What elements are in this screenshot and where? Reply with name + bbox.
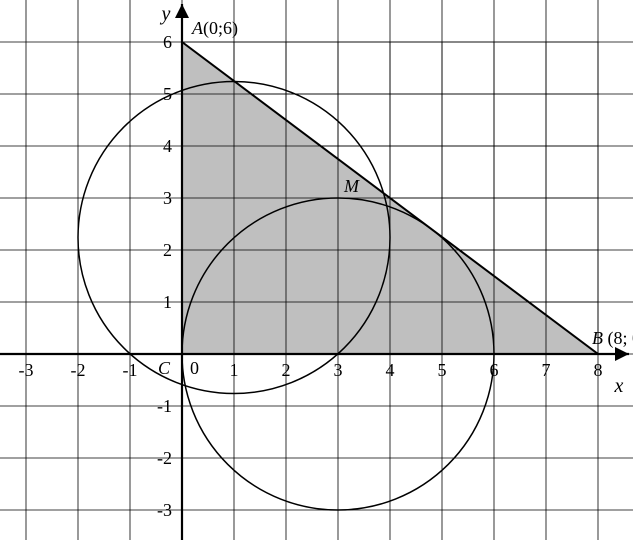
point-c-label: C xyxy=(158,358,171,378)
point-b-label: B (8; 0) xyxy=(592,328,633,349)
x-tick-7: 7 xyxy=(542,360,551,380)
y-tick--1: -1 xyxy=(157,396,172,416)
point-a-label: A(0;6) xyxy=(191,18,238,39)
x-tick-5: 5 xyxy=(438,360,447,380)
y-tick-2: 2 xyxy=(163,240,172,260)
x-tick-0: 0 xyxy=(190,358,199,378)
x-tick-4: 4 xyxy=(386,360,395,380)
y-tick-6: 6 xyxy=(163,32,172,52)
y-tick-5: 5 xyxy=(163,84,172,104)
y-tick-4: 4 xyxy=(163,136,172,156)
y-tick--3: -3 xyxy=(157,500,172,520)
x-tick--2: -2 xyxy=(71,360,86,380)
x-tick-8: 8 xyxy=(594,360,603,380)
y-tick-1: 1 xyxy=(163,292,172,312)
chart-svg: -3 -2 -1 0 1 2 3 4 5 6 7 8 -3 -2 -1 1 2 3 4 5 6 x y A(0;6) B (8;… xyxy=(0,0,633,540)
y-tick-3: 3 xyxy=(163,188,172,208)
x-axis-label: x xyxy=(614,375,624,397)
y-tick--2: -2 xyxy=(157,448,172,468)
coordinate-chart: -3 -2 -1 0 1 2 3 4 5 6 7 8 -3 -2 -1 1 2 3 4 5 6 x y A(0;6) B (8;… xyxy=(0,0,633,540)
y-axis-label: y xyxy=(160,3,171,25)
x-tick--3: -3 xyxy=(19,360,34,380)
x-tick-6: 6 xyxy=(490,360,499,380)
x-tick-3: 3 xyxy=(334,360,343,380)
x-tick--1: -1 xyxy=(123,360,138,380)
point-m-label: M xyxy=(343,176,360,196)
x-tick-1: 1 xyxy=(230,360,239,380)
x-tick-2: 2 xyxy=(282,360,291,380)
